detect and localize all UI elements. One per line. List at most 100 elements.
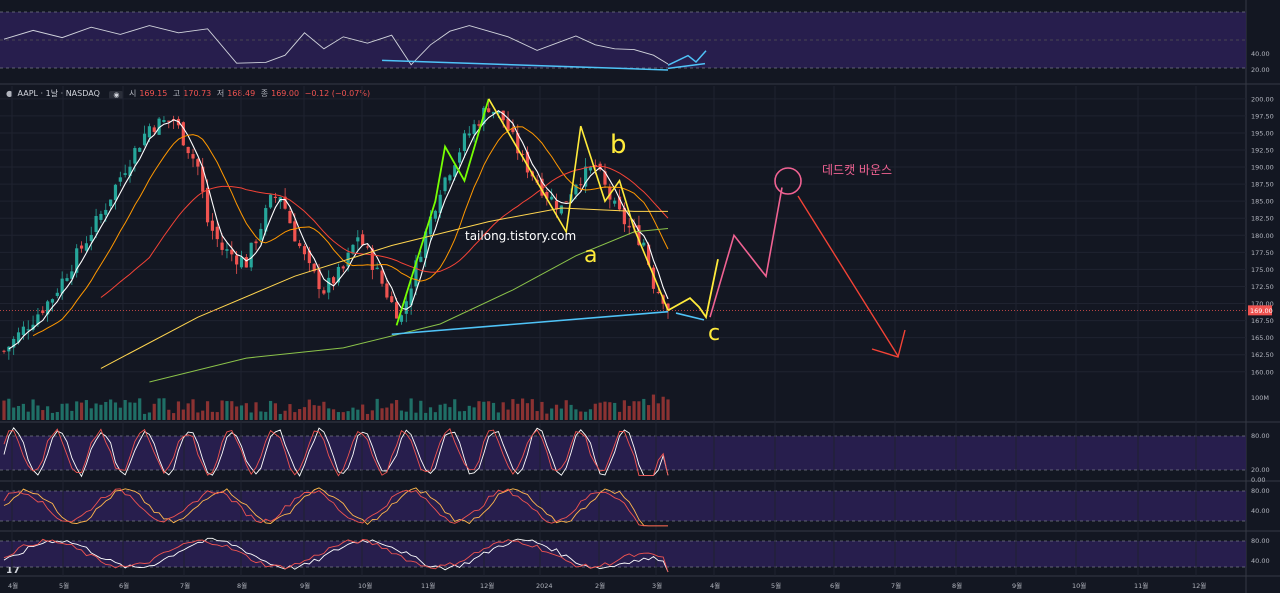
y-tick-label: 200.00 xyxy=(1251,95,1274,103)
volume-bar xyxy=(390,403,394,420)
volume-bar xyxy=(70,410,74,420)
volume-bar xyxy=(21,403,25,420)
volume-bar xyxy=(16,405,21,420)
volume-bar xyxy=(467,405,471,420)
wave-label-b: b xyxy=(610,130,627,160)
volume-bar xyxy=(142,413,147,420)
stoch-tick-label: 80.00 xyxy=(1251,432,1270,440)
x-tick-label: 5월 xyxy=(59,581,69,590)
x-tick-label: 2024 xyxy=(536,582,553,590)
ma-20-line xyxy=(32,126,669,337)
bounce-drawing xyxy=(709,187,783,318)
volume-bar xyxy=(385,407,389,420)
candle-body xyxy=(579,184,583,186)
volume-bar xyxy=(647,405,651,420)
candle-body xyxy=(128,166,132,177)
x-tick-label: 5월 xyxy=(771,581,781,590)
volume-bar xyxy=(172,413,176,420)
y-tick-label: 160.00 xyxy=(1251,368,1274,376)
rsi-tick-label: 20.00 xyxy=(1251,66,1270,74)
candle-body xyxy=(298,243,302,247)
volume-bar xyxy=(60,403,64,420)
x-tick-label: 7월 xyxy=(180,581,190,590)
y-tick-label: 187.50 xyxy=(1251,181,1274,189)
volume-bar xyxy=(399,410,404,420)
tradingview-logo[interactable]: 17 xyxy=(6,565,20,576)
volume-bar xyxy=(554,404,559,420)
volume-bar xyxy=(201,410,205,420)
candle-body xyxy=(453,165,457,177)
volume-bar xyxy=(651,394,656,420)
low-key: 저 xyxy=(216,89,225,98)
volume-bar xyxy=(419,400,423,420)
candle-body xyxy=(50,299,55,303)
y-tick-label: 172.50 xyxy=(1251,283,1274,291)
volume-bar xyxy=(511,399,515,420)
candle-body xyxy=(65,278,69,281)
candle-body xyxy=(327,277,331,293)
volume-bar xyxy=(496,412,500,420)
candle-body xyxy=(293,221,297,242)
candle-body xyxy=(201,166,205,192)
candle-body xyxy=(506,118,510,131)
volume-bar xyxy=(75,401,79,420)
volume-bar xyxy=(84,400,88,420)
volume-bar xyxy=(162,398,166,420)
volume-bar xyxy=(487,401,491,420)
candle-body xyxy=(113,184,118,201)
candle-body xyxy=(162,119,166,123)
candle-body xyxy=(225,249,229,251)
x-tick-label: 11월 xyxy=(1134,581,1148,590)
candle-body xyxy=(627,225,631,228)
volume-bar xyxy=(138,398,142,420)
candle-body xyxy=(118,177,122,182)
cci-tick-label: 40.00 xyxy=(1251,557,1270,565)
volume-bar xyxy=(254,402,258,420)
volume-bar xyxy=(167,409,171,420)
high-value: 170.73 xyxy=(183,89,212,98)
volume-bar xyxy=(307,399,311,420)
last-price-text: 169.00 xyxy=(1250,307,1273,315)
volume-bar xyxy=(79,402,84,420)
volume-bar xyxy=(109,399,113,420)
volume-bar xyxy=(46,406,50,420)
candle-body xyxy=(215,226,219,240)
symbol-label[interactable]: AAPL · 1날 · NASDAQ xyxy=(17,89,100,98)
visibility-eye-icon[interactable]: ◉ xyxy=(109,91,124,99)
volume-bar xyxy=(176,401,181,420)
volume-bar xyxy=(278,413,282,420)
volume-bar xyxy=(191,399,195,420)
y-tick-label: 190.00 xyxy=(1251,164,1274,172)
candle-body xyxy=(574,184,578,195)
volume-bar xyxy=(593,403,597,420)
candle-body xyxy=(264,208,268,232)
volume-bar xyxy=(482,401,486,420)
candle-body xyxy=(433,210,437,219)
volume-bar xyxy=(477,401,481,420)
x-tick-label: 6월 xyxy=(119,581,129,590)
x-tick-label: 11월 xyxy=(421,581,435,590)
volume-bar xyxy=(331,409,336,420)
x-tick-label: 4월 xyxy=(710,581,720,590)
candle-body xyxy=(288,210,292,224)
candle-body xyxy=(647,244,651,265)
x-tick-label: 12월 xyxy=(1192,581,1206,590)
volume-bar xyxy=(230,401,234,420)
candle-body xyxy=(545,191,549,199)
volume-bar xyxy=(656,403,660,420)
wave-label-c: c xyxy=(708,321,720,346)
volume-bar xyxy=(205,401,210,420)
candle-body xyxy=(239,257,244,268)
x-tick-label: 6월 xyxy=(830,581,840,590)
volume-bar xyxy=(239,405,244,420)
volume-bar xyxy=(41,410,45,420)
candle-body xyxy=(438,194,442,213)
volume-bar xyxy=(637,401,641,420)
candle-body xyxy=(424,231,428,258)
bounce-top-circle xyxy=(774,167,802,195)
volume-bar xyxy=(7,398,11,420)
volume-bar xyxy=(540,401,544,420)
volume-bar xyxy=(133,402,137,420)
ma-100-line xyxy=(100,207,668,369)
